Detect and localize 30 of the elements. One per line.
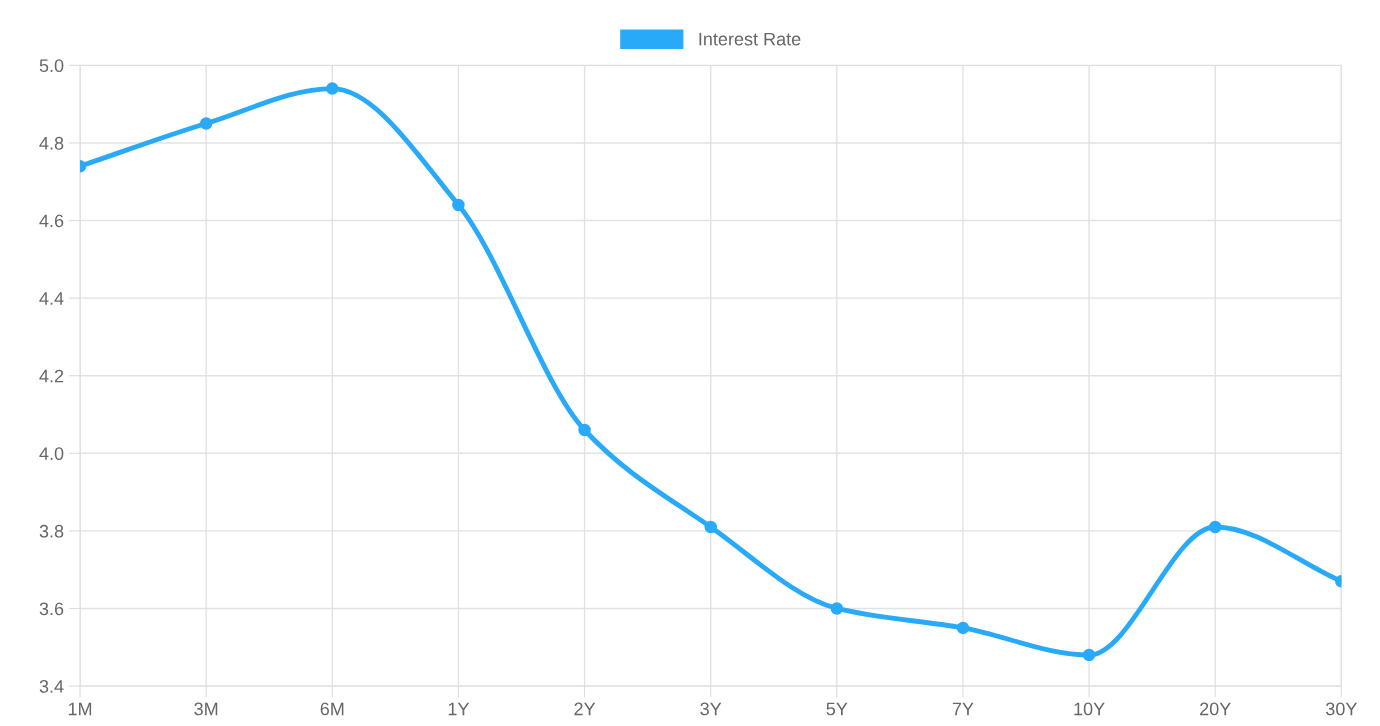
y-tick-label: 4.0 <box>39 447 64 461</box>
point <box>830 602 844 615</box>
x-tick-label: 3Y <box>700 702 722 716</box>
x-tick-label: 1M <box>68 702 92 716</box>
y-tick-label: 4.2 <box>39 369 64 383</box>
point <box>704 520 717 534</box>
point <box>578 423 591 437</box>
y-tick-label: 5.0 <box>39 59 64 73</box>
x-tick-label: 30Y <box>1325 702 1358 716</box>
point <box>452 198 465 212</box>
point <box>956 621 970 635</box>
y-tick-label: 4.4 <box>39 292 64 305</box>
x-tick-label: 3M <box>194 702 218 716</box>
x-tick-label: 10Y <box>1074 702 1105 716</box>
x-tick-label: 7Y <box>952 702 974 716</box>
point <box>1208 520 1222 534</box>
y-tick-label: 4.8 <box>39 136 64 150</box>
legend-label: Interest Rate <box>699 32 801 46</box>
y-tick-label: 4.6 <box>39 214 64 228</box>
x-tick-label: 6M <box>320 702 344 716</box>
point <box>199 117 213 130</box>
x-tick-label: 20Y <box>1200 702 1231 716</box>
y-tick-label: 3.4 <box>39 680 64 693</box>
y-tick-label: 3.6 <box>39 602 64 616</box>
point <box>326 82 339 95</box>
point <box>1082 648 1096 662</box>
x-tick-label: 5Y <box>826 702 848 716</box>
y-tick-label: 3.8 <box>39 524 64 538</box>
x-tick-label: 2Y <box>574 702 596 716</box>
x-tick-label: 1Y <box>448 702 470 716</box>
